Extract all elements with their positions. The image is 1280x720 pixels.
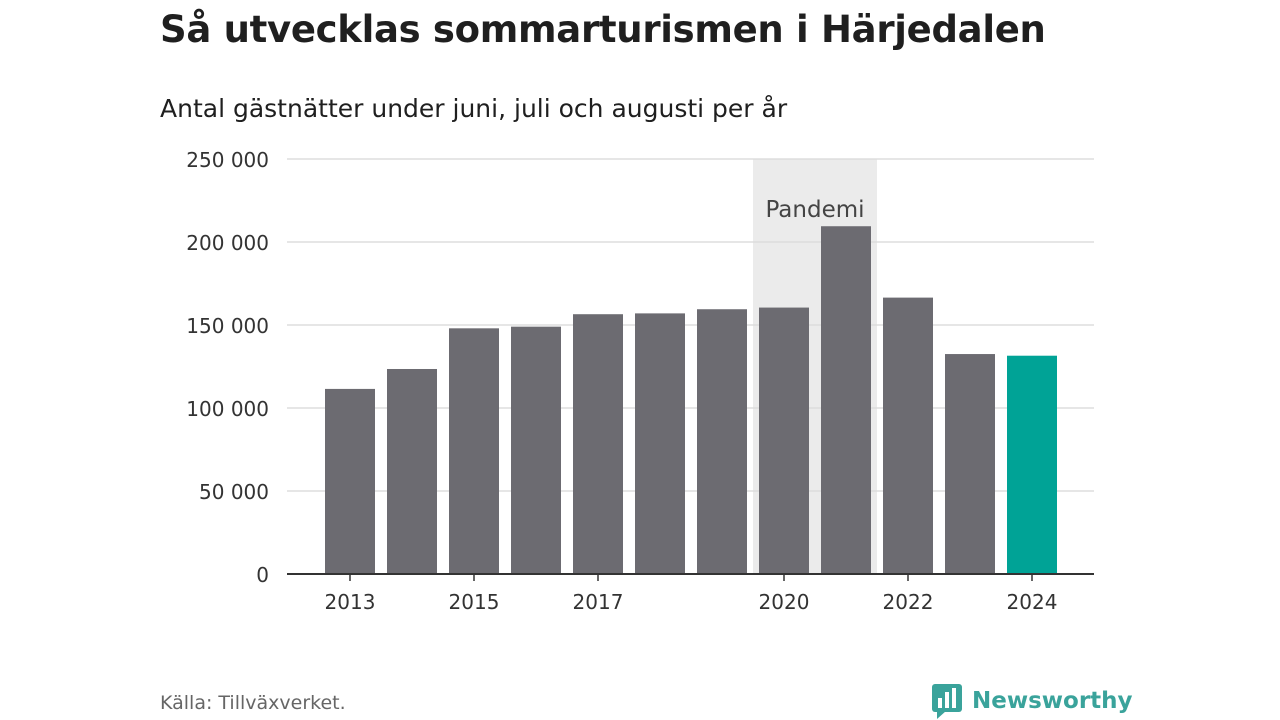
y-tick-label: 0 [256,563,269,587]
x-tick-label: 2013 [325,590,376,614]
y-tick-label: 200 000 [186,231,269,255]
x-tick-label: 2015 [449,590,500,614]
bar-2021 [821,226,871,575]
pandemic-label: Pandemi [765,197,864,223]
x-tick-label: 2022 [883,590,934,614]
bar-2020 [759,307,809,574]
bar-2016 [511,326,561,574]
bar-2018 [635,313,685,574]
source-note: Källa: Tillväxverket. [160,692,346,714]
x-tick-label: 2024 [1007,590,1058,614]
bar-2014 [387,368,437,574]
y-tick-label: 100 000 [186,397,269,421]
bar-2023 [945,354,995,574]
chart-subtitle: Antal gästnätter under juni, juli och au… [160,94,788,123]
chart-title: Så utvecklas sommarturismen i Härjedalen [160,8,1046,51]
x-tick-label: 2020 [759,590,810,614]
brand-name: Newsworthy [972,688,1133,714]
bar-2015 [449,328,499,574]
newsworthy-logo-icon [932,684,962,719]
y-tick-label: 150 000 [186,314,269,338]
brand-logo: Newsworthy [932,682,1133,720]
y-tick-label: 250 000 [186,148,269,172]
bar-2022 [883,297,933,574]
bar-2019 [697,309,747,574]
x-tick-label: 2017 [573,590,624,614]
bar-2017 [573,314,623,574]
bar-2013 [325,388,375,574]
y-tick-label: 50 000 [199,480,269,504]
bar-chart: 0 50 000 100 000 150 000 200 000 250 000 Pande… [186,148,1094,614]
bar-2024 [1007,355,1057,574]
